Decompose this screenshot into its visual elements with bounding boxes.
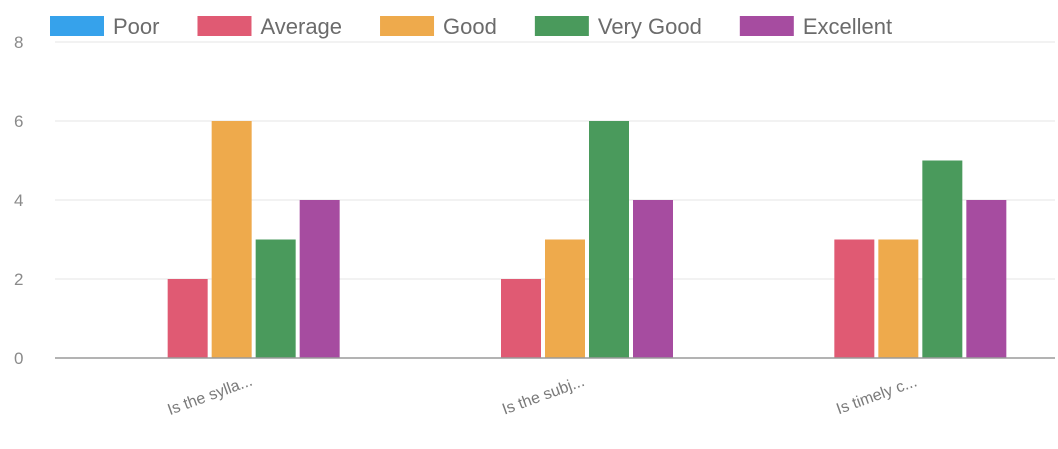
bars: [167, 121, 1007, 359]
y-tick-label: 4: [14, 191, 23, 210]
y-tick-label: 2: [14, 270, 23, 289]
legend-swatch: [534, 16, 589, 36]
legend-label: Average: [260, 14, 342, 39]
bar-excellent-0[interactable]: [299, 200, 340, 358]
legend-swatch: [197, 16, 252, 36]
y-tick-label: 0: [14, 349, 23, 368]
bar-very-good-1[interactable]: [589, 121, 629, 358]
legend: Poor Average Good Very Good Excellent: [50, 14, 892, 39]
bar-average-1[interactable]: [501, 279, 541, 358]
legend-swatch: [380, 16, 435, 36]
bar-average-2[interactable]: [834, 239, 875, 359]
legend-swatch: [739, 16, 794, 36]
bar-good-0[interactable]: [211, 121, 252, 358]
bar-very-good-0[interactable]: [255, 239, 296, 359]
axes: 0 2 4 6 8 Is the sylla... Is the subj... Is tim…: [14, 33, 1055, 419]
legend-label: Very Good: [598, 14, 702, 39]
legend-item-poor[interactable]: Poor: [50, 14, 159, 39]
bar-excellent-1[interactable]: [633, 200, 673, 358]
bar-good-1[interactable]: [545, 239, 585, 359]
bar-very-good-2[interactable]: [922, 160, 963, 359]
x-category-label: Is timely c...: [834, 373, 919, 418]
legend-label: Good: [443, 14, 497, 39]
bar-average-0[interactable]: [167, 279, 208, 358]
legend-item-very-good[interactable]: Very Good: [534, 14, 702, 39]
bar-good-2[interactable]: [878, 239, 919, 359]
x-category-label: Is the subj...: [500, 373, 587, 418]
legend-label: Poor: [113, 14, 159, 39]
x-category-label: Is the sylla...: [165, 373, 254, 419]
legend-item-good[interactable]: Good: [380, 14, 497, 39]
bar-excellent-2[interactable]: [966, 200, 1007, 358]
legend-item-average[interactable]: Average: [197, 14, 342, 39]
y-tick-label: 8: [14, 33, 23, 52]
legend-item-excellent[interactable]: Excellent: [739, 14, 892, 39]
legend-swatch: [50, 16, 104, 36]
y-tick-label: 6: [14, 112, 23, 131]
legend-label: Excellent: [803, 14, 892, 39]
